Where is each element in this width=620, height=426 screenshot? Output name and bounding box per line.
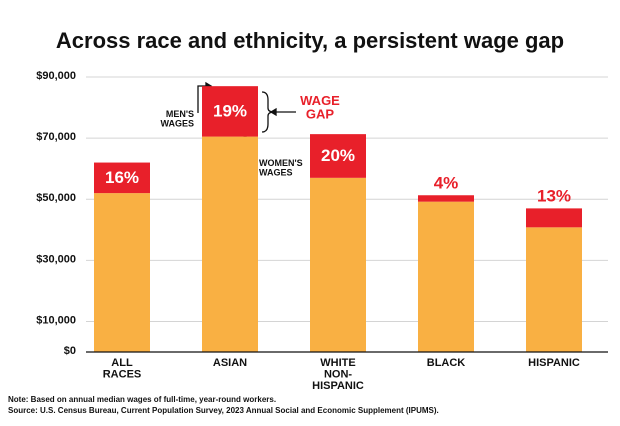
arrow-head: [269, 107, 277, 117]
note: Note: Based on annual median wages of fu…: [8, 395, 276, 404]
bar-segment: [526, 227, 582, 352]
x-tick-label: BLACK: [427, 357, 466, 369]
y-tick-label: $90,000: [36, 70, 76, 82]
source: Source: U.S. Census Bureau, Current Popu…: [8, 406, 439, 415]
bar-segment: [526, 208, 582, 228]
bar-segment: [94, 162, 150, 194]
bar-segment: [418, 195, 474, 202]
arrow: [197, 85, 206, 113]
y-tick-label: $0: [64, 345, 76, 357]
bar-segment: [310, 177, 366, 352]
chart-title: Across race and ethnicity, a persistent …: [56, 28, 564, 53]
bar-segment: [94, 193, 150, 352]
bar-segment: [202, 136, 258, 352]
bar-segment: [310, 134, 366, 178]
gap-percent-label: 4%: [434, 174, 459, 193]
x-tick-label: HISPANIC: [528, 357, 580, 369]
gap-percent-label: 16%: [105, 168, 139, 187]
gap-percent-label: 19%: [213, 102, 247, 121]
bar-segment: [418, 201, 474, 352]
gap-percent-label: 13%: [537, 187, 571, 206]
y-tick-label: $10,000: [36, 314, 76, 326]
y-tick-label: $70,000: [36, 131, 76, 143]
x-tick-label: WHITE NON-HISPANIC: [312, 357, 364, 392]
x-tick-label: ASIAN: [213, 357, 247, 369]
mens-wages-label: MEN'S WAGES: [160, 109, 194, 128]
y-tick-label: $30,000: [36, 253, 76, 265]
wage-gap-label: WAGE GAP: [300, 93, 340, 122]
womens-wages-label: WOMEN'S WAGES: [259, 158, 303, 177]
x-tick-label: ALL RACES: [103, 357, 142, 381]
gap-percent-label: 20%: [321, 146, 355, 165]
y-tick-label: $50,000: [36, 192, 76, 204]
bar-segment: [202, 86, 258, 137]
